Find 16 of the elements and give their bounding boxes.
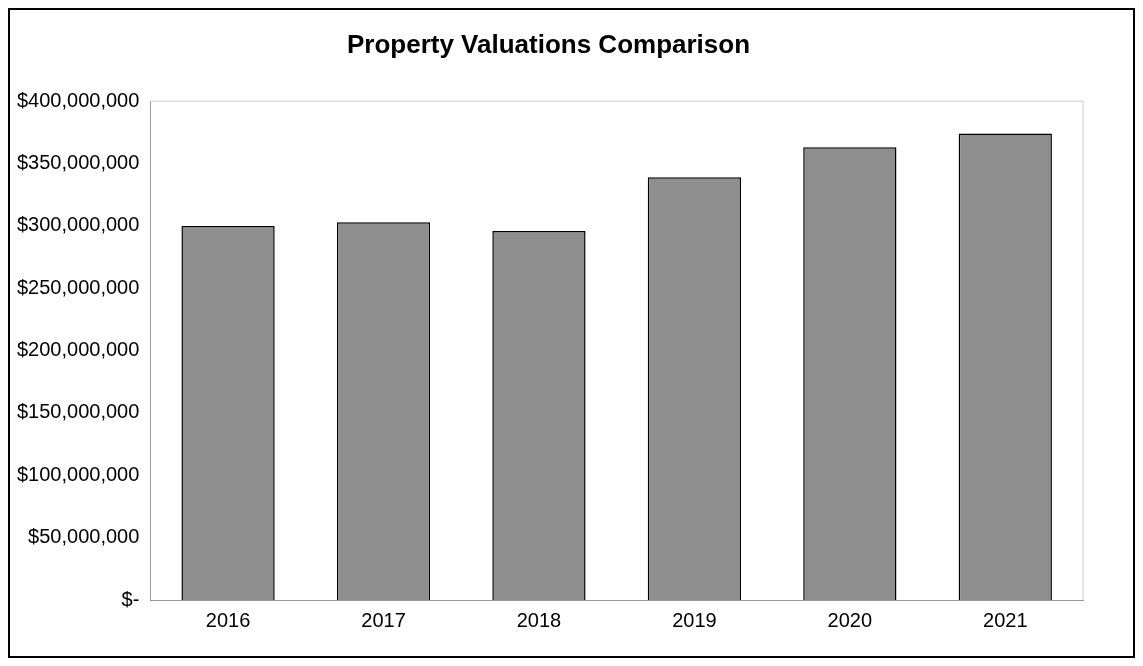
y-tick-label: $400,000,000 (17, 88, 140, 111)
x-tick-label: 2017 (361, 608, 406, 631)
x-tick-label: 2021 (983, 608, 1028, 631)
chart-title: Property Valuations Comparison (346, 28, 751, 59)
y-tick-label: $- (121, 587, 140, 610)
y-tick-label: $150,000,000 (17, 400, 140, 423)
y-tick-label: $50,000,000 (28, 525, 140, 548)
y-tick-label: $300,000,000 (17, 213, 140, 236)
y-tick-label: $200,000,000 (17, 338, 140, 361)
x-tick-label: 2020 (827, 608, 873, 631)
y-tick-label: $350,000,000 (17, 151, 140, 174)
y-tick-label: $250,000,000 (17, 275, 140, 298)
x-tick-label: 2018 (516, 608, 562, 631)
x-tick-label: 2016 (205, 608, 251, 631)
x-tick-label: 2019 (672, 608, 717, 631)
y-tick-label: $100,000,000 (17, 462, 140, 485)
